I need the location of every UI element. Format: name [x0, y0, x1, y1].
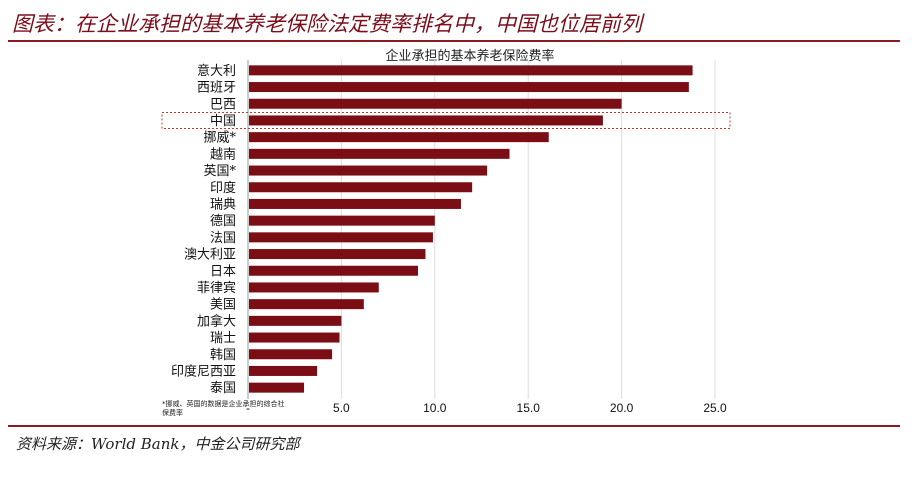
bar: [249, 198, 461, 209]
bar: [249, 332, 340, 343]
bar: [249, 315, 342, 326]
bar: [249, 282, 379, 293]
category-label: 挪威*: [203, 131, 236, 146]
source-divider: [8, 425, 900, 427]
x-tick-label: 5.0: [333, 401, 350, 415]
bars: [249, 65, 693, 393]
category-label: 菲律宾: [197, 280, 236, 296]
category-label: 法国: [210, 231, 236, 246]
category-label: 西班牙: [197, 81, 236, 96]
category-label: 日本: [210, 264, 236, 279]
bar: [249, 299, 364, 310]
category-label: 泰国: [210, 381, 236, 396]
x-tick-label: -: [246, 401, 250, 415]
category-label: 加拿大: [197, 313, 236, 329]
x-tick-label: 25.0: [703, 401, 727, 415]
bar: [249, 232, 433, 243]
bar: [249, 349, 333, 360]
source-note: 资料来源：World Bank，中金公司研究部: [16, 435, 300, 453]
category-label: 瑞典: [210, 197, 236, 212]
category-labels: 意大利西班牙巴西中国挪威*越南英国*印度瑞典德国法国澳大利亚日本菲律宾美国加拿大…: [171, 63, 237, 396]
bar: [249, 215, 435, 226]
bar: [249, 115, 603, 126]
category-label: 印度尼西亚: [171, 363, 236, 379]
category-label: 澳大利亚: [184, 247, 236, 263]
highlight-box: [161, 111, 731, 129]
bar: [249, 132, 549, 143]
title-divider: [8, 40, 900, 42]
highlight-layer: [161, 111, 731, 129]
x-axis-ticks: - 5.0 10.0 15.0 20.0 25.0: [246, 401, 727, 415]
grid-lines: [247, 60, 716, 399]
chart-title: 企业承担的基本养老保险费率: [385, 48, 554, 64]
category-label: 瑞士: [210, 331, 236, 346]
bar: [249, 182, 473, 193]
bar: [249, 98, 622, 109]
footnote-line: *挪威、英国的数据是企业承担的综合社: [162, 399, 285, 408]
bar: [249, 65, 693, 76]
x-tick-label: 20.0: [610, 401, 634, 415]
bar: [249, 365, 318, 376]
category-label: 巴西: [210, 97, 236, 112]
category-label: 英国*: [203, 164, 236, 179]
category-label: 越南: [210, 146, 236, 162]
x-tick-label: 10.0: [423, 401, 447, 415]
category-label: 意大利: [197, 63, 236, 79]
bar: [249, 249, 426, 260]
category-label: 韩国: [210, 348, 236, 363]
page-title: 图表：在企业承担的基本养老保险法定费率排名中，中国也位居前列: [12, 12, 642, 36]
category-label: 中国: [210, 114, 236, 129]
bar: [249, 165, 488, 176]
category-label: 德国: [210, 214, 236, 229]
x-tick-label: 15.0: [517, 401, 541, 415]
bar: [249, 382, 305, 393]
bar: [249, 265, 418, 276]
bar: [249, 82, 689, 93]
bar-chart: 企业承担的基本养老保险费率 意大利西班牙巴西中国挪威*越南英国*印度瑞典德国法国…: [161, 48, 731, 417]
category-label: 印度: [210, 180, 236, 196]
footnote-line: 保费率: [162, 408, 183, 417]
category-label: 美国: [210, 298, 236, 313]
bar: [249, 148, 510, 159]
